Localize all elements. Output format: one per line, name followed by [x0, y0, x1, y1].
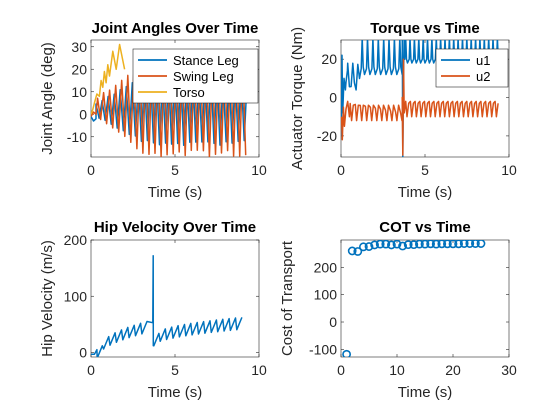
scatter-point [409, 240, 419, 250]
scatter-point [353, 247, 363, 256]
scatter-point [415, 240, 424, 249]
x-tick-label: 0 [87, 162, 95, 178]
scatter-point [370, 240, 379, 250]
x-tick-label: 0 [87, 362, 95, 378]
y-tick-label: 200 [64, 232, 88, 248]
x-tick-label: 5 [171, 162, 179, 178]
plot-title: COT vs Time [379, 219, 470, 236]
legend-label: Swing Leg [173, 69, 234, 84]
y-axis-label: Cost of Transport [279, 240, 296, 356]
x-axis-label: Time (s) [148, 184, 202, 201]
x-tick-label: 5 [421, 162, 429, 178]
scatter-point [459, 240, 469, 248]
scatter-point [398, 241, 407, 251]
y-tick-label: 20 [71, 61, 87, 77]
scatter-point [443, 240, 452, 249]
y-tick-label: 0 [79, 106, 87, 122]
axes-box [340, 239, 510, 358]
scatter-point [403, 240, 413, 250]
y-tick-label: 0 [79, 345, 87, 361]
scatter-point [431, 240, 441, 249]
scatter-point [448, 240, 458, 249]
y-tick-label: 0 [329, 90, 337, 106]
x-axis-label: Time (s) [398, 384, 452, 401]
x-tick-label: 10 [251, 362, 267, 378]
scatter-point [392, 240, 402, 249]
y-tick-label: -20 [317, 128, 337, 144]
scatter-point [471, 240, 480, 248]
legend-box [435, 48, 509, 88]
x-tick-label: 30 [501, 362, 517, 378]
y-tick-label: 100 [64, 288, 88, 304]
legend-label: u1 [476, 53, 490, 68]
legend-label: Stance Leg [173, 53, 239, 68]
y-tick-label: 30 [71, 39, 87, 55]
x-tick-label: 10 [389, 362, 405, 378]
y-tick-label: -100 [309, 341, 337, 357]
x-tick-label: 0 [337, 362, 345, 378]
scatter-point [342, 349, 351, 357]
scatter-point [347, 246, 357, 256]
x-tick-label: 5 [171, 362, 179, 378]
y-tick-label: 20 [321, 51, 337, 67]
series-line-u2 [341, 58, 499, 156]
x-tick-label: 10 [501, 162, 517, 178]
y-axis-label: Actuator Torque (Nm) [289, 27, 306, 170]
subplot-p2: 0 5 10 -20 0 20 Torque vs Time Time (s) Actuator… [289, 20, 517, 201]
plot-title: Joint Angles Over Time [92, 20, 259, 37]
scatter-point [364, 242, 374, 251]
x-tick-label: 0 [337, 162, 345, 178]
x-axis-label: Time (s) [398, 184, 452, 201]
y-axis-label: Hip Velocity (m/s) [39, 240, 56, 357]
scatter-point [437, 240, 447, 249]
scatter-point [454, 240, 463, 249]
legend-label: Torso [173, 85, 205, 100]
scatter-point [358, 242, 368, 252]
plot-area [91, 255, 243, 357]
y-tick-label: 100 [314, 287, 338, 303]
x-tick-label: 20 [445, 362, 461, 378]
x-tick-label: 10 [251, 162, 267, 178]
legend-label: u2 [476, 69, 490, 84]
scatter-point [420, 240, 430, 249]
subplot-p1: 0 5 10 -10 0 10 20 30 Joint Angles Over Time Time… [39, 20, 267, 201]
plot-title: Hip Velocity Over Time [94, 219, 256, 236]
y-tick-label: 0 [329, 314, 337, 330]
series-line-main [91, 255, 243, 357]
scatter-point [375, 240, 385, 249]
y-axis-label: Joint Angle (deg) [39, 42, 56, 155]
y-tick-label: 10 [71, 84, 87, 100]
scatter-point [476, 240, 486, 248]
y-tick-label: 200 [314, 259, 338, 275]
series-line-torso [91, 43, 126, 115]
x-axis-label: Time (s) [148, 384, 202, 401]
plot-area [342, 240, 486, 357]
scatter-point [426, 240, 435, 249]
scatter-point [381, 240, 391, 249]
y-tick-label: -10 [67, 129, 87, 145]
scatter-point [465, 240, 475, 248]
plot-title: Torque vs Time [370, 20, 479, 37]
scatter-point [386, 240, 396, 250]
